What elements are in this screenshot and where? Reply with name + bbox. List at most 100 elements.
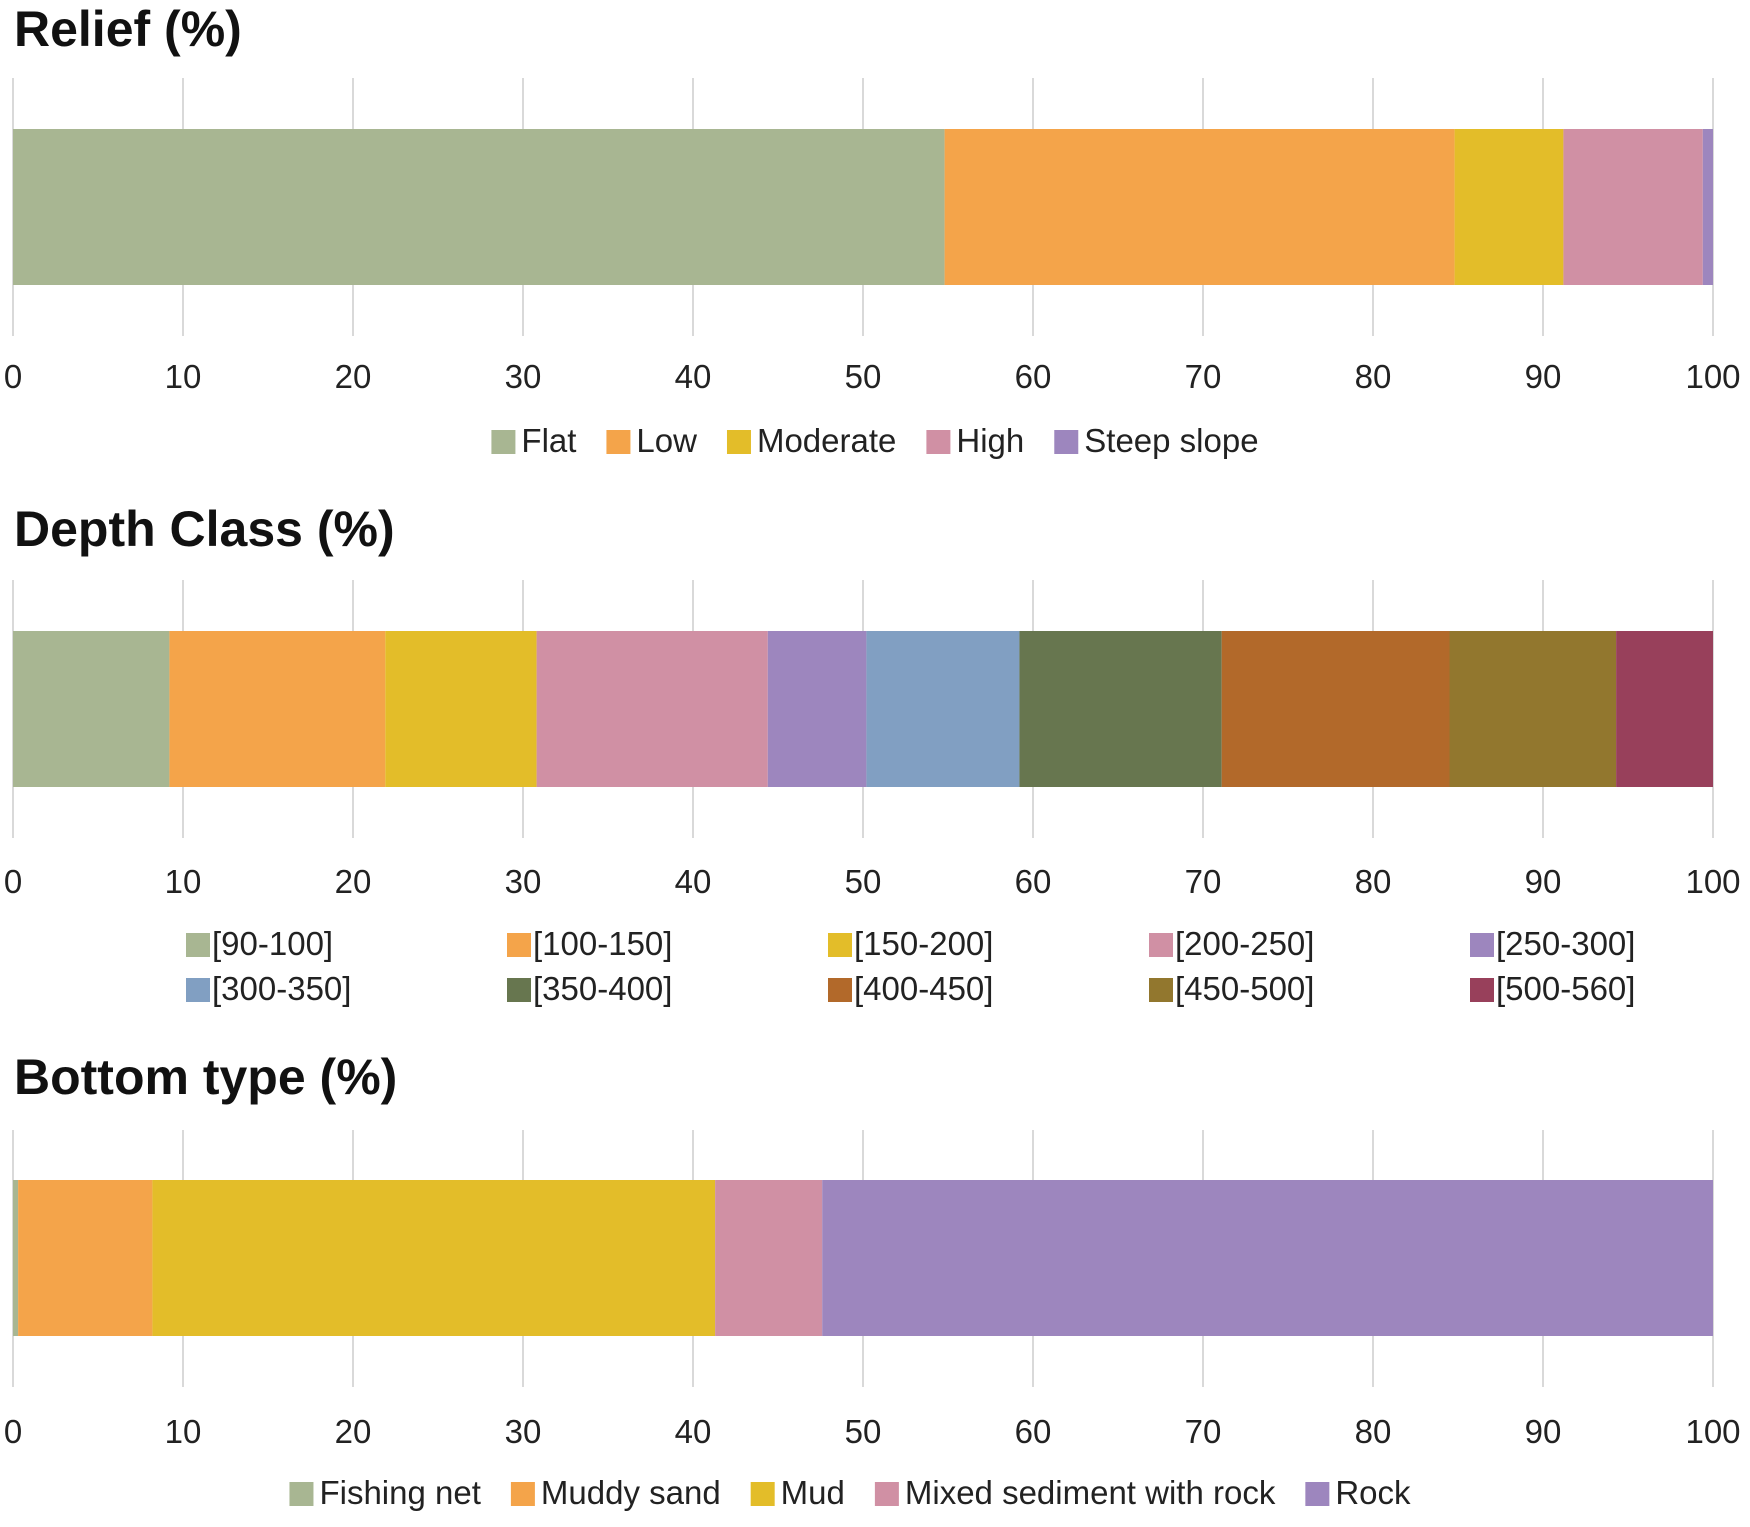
- x-tick-label: 30: [505, 358, 542, 395]
- legend-item-450-500: [450-500]: [1149, 970, 1314, 1007]
- x-tick-label: 100: [1685, 863, 1740, 900]
- legend-item-low: Low: [606, 422, 697, 459]
- legend-swatch: [510, 1482, 535, 1506]
- legend-item-fishing-net: Fishing net: [289, 1474, 481, 1511]
- legend-swatch: [1470, 933, 1494, 957]
- x-tick-label: 60: [1015, 1413, 1052, 1450]
- bar-segment-steep-slope: [1702, 129, 1713, 285]
- x-tick-label: 0: [4, 1413, 22, 1450]
- x-tick-label: 50: [845, 358, 882, 395]
- legend-item-150-200: [150-200]: [828, 925, 993, 962]
- legend-swatch: [828, 933, 852, 957]
- legend-swatch: [1149, 978, 1173, 1002]
- legend-item-moderate: Moderate: [726, 422, 896, 459]
- x-tick-label: 100: [1685, 1413, 1740, 1450]
- x-tick-label: 40: [675, 863, 712, 900]
- legend-item-400-450: [400-450]: [828, 970, 993, 1007]
- bar-segment-150-200: [385, 631, 537, 787]
- legend-swatch: [289, 1482, 314, 1506]
- legend-item-300-350: [300-350]: [186, 970, 351, 1007]
- legend-label: [200-250]: [1175, 925, 1314, 962]
- x-tick-label: 40: [675, 358, 712, 395]
- legend-item-200-250: [200-250]: [1149, 925, 1314, 962]
- x-tick-label: 70: [1185, 863, 1222, 900]
- x-tick-label: 70: [1185, 358, 1222, 395]
- bar-segment-muddy-sand: [18, 1180, 153, 1336]
- legend-swatch: [874, 1482, 899, 1506]
- x-tick-label: 20: [335, 358, 372, 395]
- legend-label: Low: [636, 422, 697, 459]
- legend-swatch: [828, 978, 852, 1002]
- legend-swatch: [750, 1482, 775, 1506]
- legend-item-muddy-sand: Muddy sand: [510, 1474, 721, 1511]
- x-tick-label: 60: [1015, 358, 1052, 395]
- bar-segment-moderate: [1454, 129, 1564, 285]
- legend-item-rock: Rock: [1305, 1474, 1411, 1511]
- x-tick-label: 90: [1525, 863, 1562, 900]
- depth-class-chart: Depth Class (%) 0 10 20 30 40 50 60 70 80 90 100 […: [4, 501, 1741, 1007]
- legend-label: [250-300]: [1496, 925, 1635, 962]
- legend-label: Rock: [1335, 1474, 1411, 1511]
- x-tick-label: 80: [1355, 358, 1392, 395]
- legend-item-250-300: [250-300]: [1470, 925, 1635, 962]
- legend-swatch: [1470, 978, 1494, 1002]
- x-tick-label: 70: [1185, 1413, 1222, 1450]
- legend-label: Mixed sediment with rock: [905, 1474, 1276, 1511]
- bar-segment-rock: [822, 1180, 1713, 1336]
- x-tick-label: 100: [1685, 358, 1740, 395]
- legend-item-mud: Mud: [750, 1474, 845, 1511]
- bar-segment-mixed-sediment-with-rock: [715, 1180, 823, 1336]
- legend-swatch: [1305, 1482, 1330, 1506]
- legend-label: Muddy sand: [541, 1474, 721, 1511]
- relief-chart: Relief (%) 0 10 20 30 40 50 60 70 80 90 100 Flat Lo…: [4, 1, 1741, 459]
- legend-label: Fishing net: [319, 1474, 480, 1511]
- bar-segment-450-500: [1449, 631, 1617, 787]
- legend-item-mixed-sediment-with-rock: Mixed sediment with rock: [874, 1474, 1276, 1511]
- relief-chart-title: Relief (%): [14, 1, 242, 57]
- x-tick-label: 10: [165, 1413, 202, 1450]
- bar-segment-fishing-net: [13, 1180, 19, 1336]
- x-tick-label: 80: [1355, 863, 1392, 900]
- depth-class-chart-title: Depth Class (%): [14, 501, 395, 557]
- legend-swatch: [491, 430, 516, 454]
- legend-label: High: [956, 422, 1024, 459]
- x-tick-label: 20: [335, 1413, 372, 1450]
- legend-item-flat: Flat: [491, 422, 576, 459]
- x-tick-label: 10: [165, 358, 202, 395]
- legend-item-90-100: [90-100]: [186, 925, 333, 962]
- legend-item-100-150: [100-150]: [507, 925, 672, 962]
- legend-swatch: [186, 933, 210, 957]
- legend-swatch: [1149, 933, 1173, 957]
- bar-segment-200-250: [536, 631, 768, 787]
- legend-swatch: [507, 933, 531, 957]
- x-tick-label: 90: [1525, 358, 1562, 395]
- legend-label: [400-450]: [854, 970, 993, 1007]
- bar-segment-250-300: [767, 631, 867, 787]
- bar-segment-flat: [13, 129, 945, 285]
- legend-label: [350-400]: [533, 970, 672, 1007]
- bar-segment-300-350: [866, 631, 1020, 787]
- x-tick-label: 40: [675, 1413, 712, 1450]
- legend-swatch: [507, 978, 531, 1002]
- x-tick-label: 50: [845, 1413, 882, 1450]
- legend-label: [500-560]: [1496, 970, 1635, 1007]
- bar-segment-low: [944, 129, 1455, 285]
- bar-segment-350-400: [1019, 631, 1222, 787]
- legend-item-high: High: [926, 422, 1024, 459]
- legend-swatch: [1054, 430, 1079, 454]
- x-tick-label: 90: [1525, 1413, 1562, 1450]
- legend-label: Steep slope: [1084, 422, 1258, 459]
- legend-label: [300-350]: [212, 970, 351, 1007]
- x-tick-label: 60: [1015, 863, 1052, 900]
- x-tick-label: 50: [845, 863, 882, 900]
- legend-swatch: [926, 430, 951, 454]
- bar-segment-100-150: [169, 631, 386, 787]
- legend-label: [450-500]: [1175, 970, 1314, 1007]
- legend-swatch: [726, 430, 751, 454]
- x-tick-label: 80: [1355, 1413, 1392, 1450]
- bar-segment-400-450: [1221, 631, 1450, 787]
- legend-item-steep-slope: Steep slope: [1054, 422, 1259, 459]
- legend-item-500-560: [500-560]: [1470, 970, 1635, 1007]
- x-tick-label: 20: [335, 863, 372, 900]
